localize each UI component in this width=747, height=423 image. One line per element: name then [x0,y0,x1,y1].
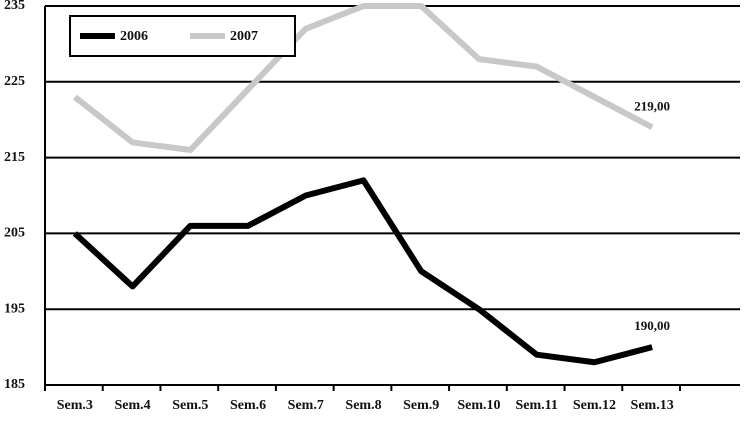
x-tick-label: Sem.5 [172,398,208,413]
y-tick-label: 225 [4,74,25,89]
value-label: 190,00 [634,318,670,333]
y-tick-label: 185 [4,377,25,392]
series-line [73,3,654,154]
x-tick-label: Sem.9 [403,398,439,413]
x-tick-label: Sem.7 [288,398,324,413]
x-tick-label: Sem.12 [573,398,616,413]
y-tick-label: 235 [4,0,25,13]
legend-label: 2007 [230,29,258,44]
y-tick-label: 195 [4,301,25,316]
x-tick-label: Sem.3 [57,398,93,413]
x-tick-label: Sem.6 [230,398,266,413]
value-label: 219,00 [634,98,670,113]
x-tick-label: Sem.11 [515,398,557,413]
y-tick-label: 215 [4,150,25,165]
x-tick-label: Sem.4 [115,398,151,413]
y-tick-label: 205 [4,226,25,241]
x-tick-label: Sem.8 [345,398,381,413]
x-tick-label: Sem.10 [457,398,500,413]
series-line [72,177,653,366]
x-tick-label: Sem.13 [631,398,674,413]
legend-label: 2006 [120,29,148,44]
